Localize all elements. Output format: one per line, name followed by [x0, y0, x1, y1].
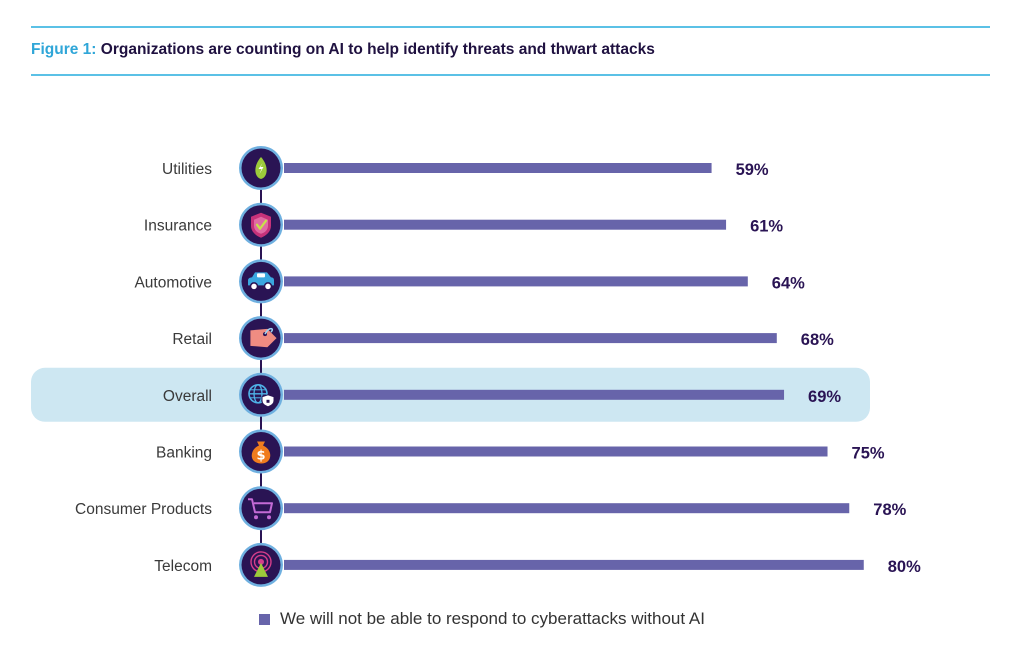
- value-label: 75%: [852, 445, 885, 463]
- category-label: Automotive: [134, 274, 212, 291]
- legend: We will not be able to respond to cybera…: [259, 609, 705, 629]
- category-label: Utilities: [162, 161, 212, 178]
- category-label: Retail: [172, 331, 212, 348]
- value-label: 78%: [873, 501, 906, 519]
- bar: [284, 559, 864, 570]
- svg-text:$: $: [256, 449, 265, 464]
- bar: [284, 333, 777, 344]
- money-bag-icon: $: [239, 429, 283, 474]
- value-label: 64%: [772, 274, 805, 292]
- bottom-rule: [31, 74, 990, 76]
- category-label: Overall: [163, 388, 212, 405]
- value-label: 61%: [750, 218, 783, 236]
- shield-check-icon: [239, 202, 283, 247]
- value-label: 80%: [888, 558, 921, 576]
- figure-title: Figure 1: Organizations are counting on …: [31, 41, 655, 59]
- price-tag-icon: [239, 316, 283, 361]
- bar: [284, 276, 748, 287]
- bar: [284, 446, 828, 457]
- figure-title-text: Organizations are counting on AI to help…: [100, 41, 655, 58]
- bar: [284, 219, 727, 230]
- shopping-cart-icon: [239, 486, 283, 531]
- category-label: Insurance: [144, 218, 212, 235]
- top-rule: [31, 26, 990, 28]
- bar: [284, 163, 712, 173]
- value-label: 69%: [808, 388, 841, 406]
- bar: [284, 503, 850, 514]
- category-label: Telecom: [154, 558, 212, 575]
- category-label: Consumer Products: [75, 501, 212, 518]
- legend-swatch: [259, 613, 270, 625]
- globe-shield-icon: [239, 372, 283, 417]
- car-icon: [239, 259, 283, 304]
- leaf-bolt-icon: [239, 146, 283, 190]
- bar: [284, 389, 785, 400]
- category-label: Banking: [156, 445, 212, 462]
- legend-label: We will not be able to respond to cybera…: [280, 609, 705, 628]
- value-label: 68%: [801, 331, 834, 349]
- figure-number: Figure 1:: [31, 41, 97, 58]
- signal-tower-icon: [239, 542, 283, 587]
- value-label: 59%: [736, 161, 769, 179]
